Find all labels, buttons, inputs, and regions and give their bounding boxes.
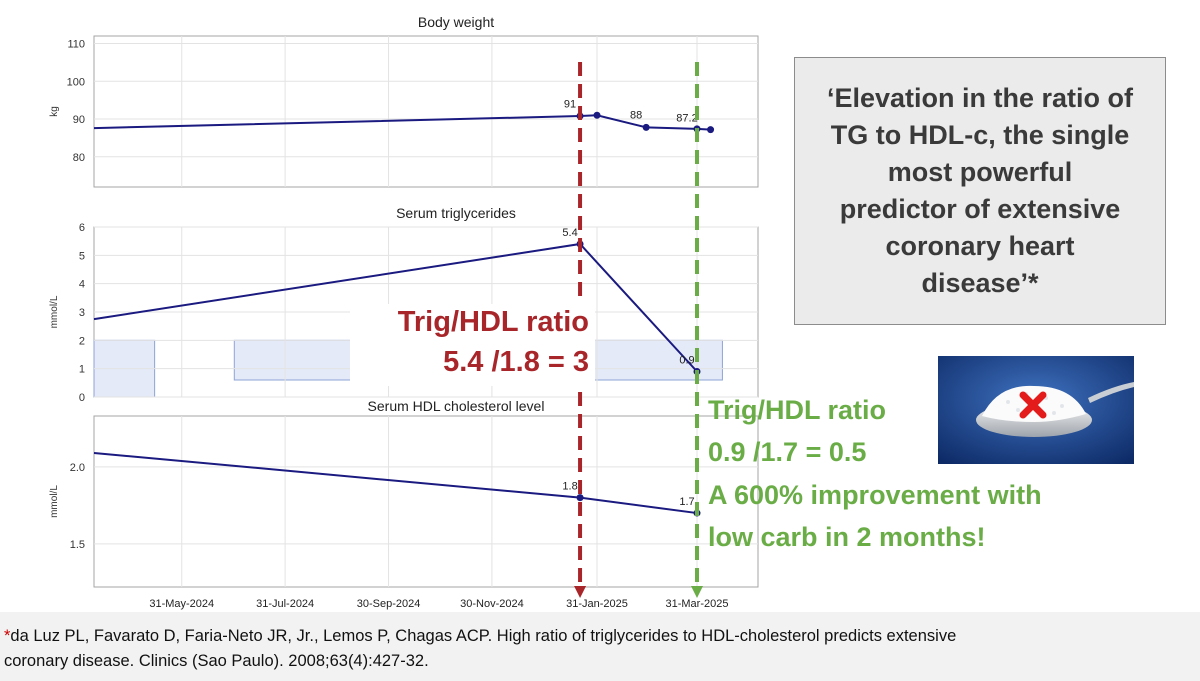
- y-axis-label: mmol/L: [49, 485, 60, 518]
- data-label: 5.4: [562, 227, 577, 239]
- x-tick-label: 30-Nov-2024: [460, 598, 524, 610]
- green-callout-lowcarb: low carb in 2 months!: [708, 522, 986, 552]
- y-tick-label: 0: [79, 392, 85, 404]
- y-tick-label: 2: [79, 335, 85, 347]
- y-axis-label: kg: [49, 106, 60, 117]
- data-point: [707, 126, 715, 134]
- y-tick-label: 90: [73, 114, 85, 126]
- quote-box: ‘Elevation in the ratio of TG to HDL-c, …: [794, 57, 1166, 325]
- green-callout-improvement: A 600% improvement with: [708, 480, 1042, 510]
- quote-line: predictor of extensive: [839, 194, 1121, 224]
- data-label: 88: [630, 110, 642, 122]
- quote-line: most powerful: [887, 157, 1073, 187]
- red-callout-ratio: 5.4 /1.8 = 3: [443, 346, 589, 378]
- quote-line: TG to HDL-c, the single: [830, 120, 1130, 150]
- green-callout-title: Trig/HDL ratio: [708, 395, 887, 425]
- y-tick-label: 80: [73, 152, 85, 164]
- data-point: [593, 111, 601, 119]
- plot-frame: [93, 415, 759, 588]
- data-label: 1.8: [562, 481, 577, 493]
- chart-title: Serum triglycerides: [396, 205, 516, 221]
- y-tick-label: 5: [79, 250, 85, 262]
- green-callout-ratio: 0.9 /1.7 = 0.5: [708, 437, 867, 467]
- y-tick-label: 3: [79, 307, 85, 319]
- x-tick-label: 31-May-2024: [149, 598, 214, 610]
- y-tick-label: 4: [79, 279, 85, 291]
- red-callout-title: Trig/HDL ratio: [397, 306, 589, 338]
- citation-star: *: [4, 627, 11, 645]
- citation-line-1: *da Luz PL, Favarato D, Faria-Neto JR, J…: [4, 624, 1192, 649]
- citation-text-1: da Luz PL, Favarato D, Faria-Neto JR, Jr…: [10, 627, 957, 645]
- red-callout-box: Trig/HDL ratio 5.4 /1.8 = 3: [350, 304, 595, 386]
- chart-title: Serum HDL cholesterol level: [368, 398, 545, 414]
- x-tick-label: 31-Mar-2025: [666, 598, 729, 610]
- chart-title: Body weight: [418, 14, 494, 30]
- y-tick-label: 6: [79, 222, 85, 234]
- y-tick-label: 1.5: [70, 539, 85, 551]
- y-tick-label: 2.0: [70, 462, 85, 474]
- quote-line: ‘Elevation in the ratio of: [826, 83, 1134, 113]
- plot-frame: [93, 35, 759, 188]
- data-label: 87.2: [676, 113, 697, 125]
- y-tick-label: 110: [67, 39, 85, 51]
- y-tick-label: 1: [79, 364, 85, 376]
- marker-arrowhead: [574, 586, 587, 598]
- x-tick-label: 30-Sep-2024: [357, 598, 421, 610]
- quote-line: coronary heart: [885, 231, 1075, 261]
- y-axis-label: mmol/L: [49, 295, 60, 328]
- data-label: 91: [564, 98, 576, 110]
- data-label: 1.7: [679, 496, 694, 508]
- data-point: [642, 123, 650, 131]
- x-tick-label: 31-Jan-2025: [566, 598, 628, 610]
- y-tick-label: 100: [67, 76, 85, 88]
- data-point: [576, 494, 584, 502]
- citation-footer: *da Luz PL, Favarato D, Faria-Neto JR, J…: [0, 612, 1200, 681]
- marker-arrowhead: [691, 586, 703, 598]
- data-label: 0.9: [679, 355, 694, 367]
- quote-text: ‘Elevation in the ratio of TG to HDL-c, …: [817, 80, 1143, 302]
- citation-line-2: coronary disease. Clinics (Sao Paulo). 2…: [4, 652, 429, 670]
- quote-line: disease’*: [921, 268, 1039, 298]
- x-tick-label: 31-Jul-2024: [256, 598, 314, 610]
- sugar-spoon-crossed-icon: [938, 356, 1134, 464]
